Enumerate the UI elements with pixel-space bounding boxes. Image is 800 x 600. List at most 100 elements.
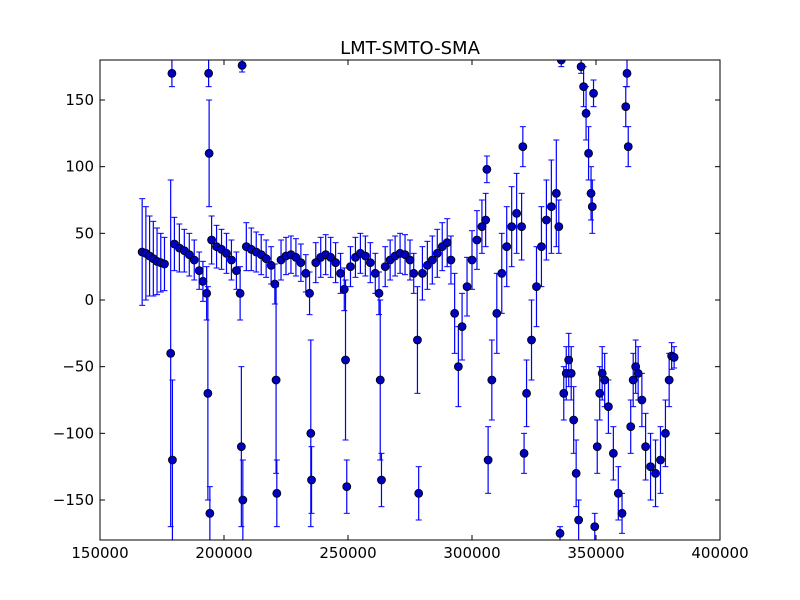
y-tick-label: 100: [65, 158, 94, 176]
data-point: [483, 455, 493, 465]
data-point: [564, 355, 574, 365]
data-point: [622, 68, 632, 78]
data-point: [339, 284, 349, 294]
data-point: [481, 215, 491, 225]
data-point: [574, 515, 584, 525]
data-point: [517, 222, 526, 232]
data-point: [595, 388, 605, 398]
data-point: [400, 250, 410, 260]
data-point: [462, 282, 472, 292]
data-point: [450, 308, 460, 318]
data-point: [600, 375, 610, 385]
data-point: [296, 258, 306, 268]
data-point: [487, 375, 497, 385]
data-point: [604, 402, 613, 412]
data-point: [608, 448, 618, 458]
data-point: [237, 60, 247, 70]
data-point: [160, 259, 169, 269]
data-point: [527, 335, 536, 345]
data-point: [409, 268, 419, 278]
data-point: [166, 348, 176, 358]
x-tick-label: 350000: [567, 544, 624, 562]
data-point: [375, 375, 385, 385]
x-tick-label: 400000: [691, 544, 748, 562]
data-point: [453, 362, 463, 372]
data-point: [326, 252, 336, 262]
y-tick-label: 50: [75, 224, 94, 242]
data-point: [613, 488, 623, 498]
data-point: [559, 388, 569, 398]
data-point: [623, 142, 633, 152]
data-point: [467, 255, 477, 265]
data-point: [271, 375, 281, 385]
data-point: [617, 508, 627, 518]
data-point: [311, 258, 321, 268]
data-point: [626, 422, 636, 432]
data-point: [336, 268, 345, 278]
data-point: [457, 322, 467, 332]
data-point: [370, 268, 380, 278]
y-tick-label: 0: [84, 291, 94, 309]
data-point: [238, 495, 248, 505]
data-point: [532, 282, 541, 292]
data-point: [551, 188, 561, 198]
data-point: [522, 388, 531, 398]
data-point: [235, 288, 245, 298]
data-point: [203, 388, 213, 398]
data-point: [446, 255, 456, 265]
data-point: [168, 455, 177, 465]
data-point: [664, 375, 674, 385]
data-point: [198, 276, 208, 286]
data-point: [360, 251, 370, 261]
data-point: [377, 475, 386, 485]
y-axis-tick-labels: 150 100 50 0 −50 −100 −150: [53, 91, 94, 509]
y-tick-label: −50: [62, 358, 94, 376]
data-point: [422, 260, 432, 270]
data-point: [651, 468, 660, 478]
data-point: [581, 108, 591, 118]
data-point: [566, 368, 576, 378]
data-point: [417, 268, 427, 278]
data-point: [432, 248, 442, 258]
data-point: [477, 222, 487, 232]
data-point: [482, 164, 492, 174]
data-point: [584, 148, 593, 158]
data-point: [492, 308, 502, 318]
x-tick-label: 250000: [319, 544, 376, 562]
data-point: [305, 288, 314, 298]
data-point: [497, 268, 507, 278]
data-point: [331, 258, 341, 268]
data-point: [167, 68, 177, 78]
data-point: [502, 242, 512, 252]
data-point: [621, 102, 631, 112]
data-point: [576, 62, 586, 72]
data-point: [261, 254, 271, 264]
data-point: [301, 268, 311, 278]
axis-ticks: [99, 60, 721, 540]
data-point: [537, 242, 546, 252]
data-point: [204, 68, 214, 78]
data-point: [205, 508, 215, 518]
data-point: [592, 442, 602, 452]
data-point: [306, 428, 316, 438]
x-tick-label: 150000: [71, 544, 128, 562]
data-point: [512, 208, 522, 218]
data-point: [189, 255, 199, 265]
data-point: [589, 88, 598, 98]
data-point: [556, 60, 566, 65]
data-point: [414, 488, 424, 498]
data-point: [207, 235, 217, 245]
data-point: [222, 248, 231, 258]
data-point: [646, 462, 655, 472]
data-point: [341, 355, 350, 365]
data-point: [266, 260, 276, 270]
data-point: [555, 528, 565, 538]
data-point: [442, 238, 452, 248]
data-point: [291, 252, 301, 262]
plot-frame: [99, 59, 721, 541]
data-point: [586, 188, 596, 198]
data-point: [546, 202, 556, 212]
data-point: [380, 262, 390, 272]
